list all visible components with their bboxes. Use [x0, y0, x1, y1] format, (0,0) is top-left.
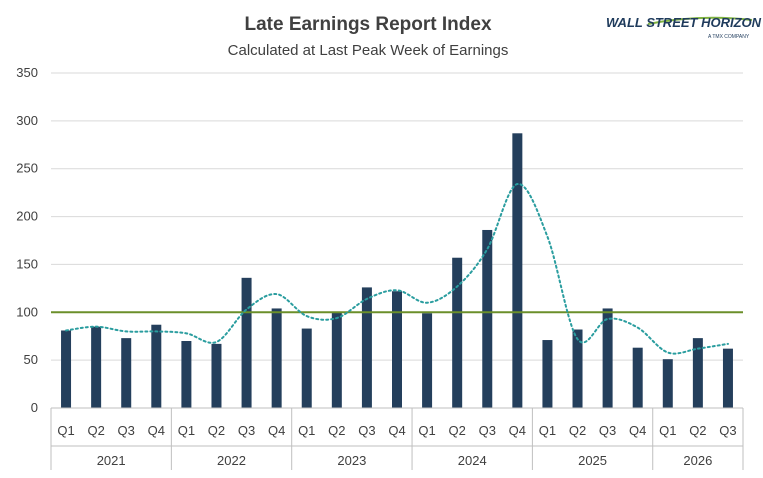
chart-subtitle: Calculated at Last Peak Week of Earnings: [228, 42, 509, 59]
bar: [91, 326, 102, 408]
x-tick-label: Q3: [719, 423, 736, 438]
x-tick-label: Q3: [358, 423, 375, 438]
x-tick-label: Q1: [539, 423, 556, 438]
x-tick-label: Q1: [418, 423, 435, 438]
company-logo: WALL STREET HORIZON A TMX COMPANY: [606, 15, 762, 40]
y-tick-label: 250: [16, 161, 38, 176]
year-label: 2024: [458, 453, 487, 468]
bar: [271, 308, 282, 408]
x-tick-label: Q2: [87, 423, 104, 438]
x-tick-label: Q1: [659, 423, 676, 438]
bar: [542, 340, 553, 408]
x-tick-label: Q4: [148, 423, 165, 438]
year-label: 2026: [683, 453, 712, 468]
year-label: 2021: [97, 453, 126, 468]
x-tick-label: Q2: [328, 423, 345, 438]
bar: [392, 291, 402, 408]
y-tick-label: 50: [24, 352, 38, 367]
bar: [692, 338, 703, 408]
x-tick-label: Q4: [388, 423, 405, 438]
bar: [482, 229, 493, 408]
x-tick-label: Q4: [268, 423, 285, 438]
logo-swoosh: [647, 16, 753, 25]
bar: [331, 312, 342, 408]
year-label: 2025: [578, 453, 607, 468]
x-tick-label: Q2: [569, 423, 586, 438]
x-tick-label: Q1: [57, 423, 74, 438]
chart-title: Late Earnings Report Index: [244, 14, 491, 35]
trend-line-layer: [65, 183, 729, 355]
bar: [211, 343, 222, 408]
x-tick-label: Q1: [178, 423, 195, 438]
bar: [602, 308, 613, 408]
y-tick-label: 0: [31, 400, 38, 415]
bar: [572, 329, 583, 408]
bar: [151, 324, 162, 408]
x-tick-label: Q3: [479, 423, 496, 438]
bar: [121, 338, 132, 408]
logo-sub-text: A TMX COMPANY: [708, 34, 750, 40]
bar: [422, 313, 433, 408]
bar: [512, 133, 523, 409]
x-tick-label: Q2: [689, 423, 706, 438]
x-tick-label: Q2: [208, 423, 225, 438]
bar: [452, 257, 463, 408]
bar: [181, 341, 192, 408]
bar: [301, 328, 312, 408]
trend-line: [65, 183, 729, 355]
y-tick-label: 100: [16, 304, 38, 319]
y-axis-labels: 0 50 100 150 200 250 300 350: [16, 65, 38, 415]
x-tick-label: Q4: [629, 423, 646, 438]
year-label: 2022: [217, 453, 246, 468]
x-tick-label: Q3: [238, 423, 255, 438]
x-tick-label: Q3: [599, 423, 616, 438]
x-tick-label: Q2: [449, 423, 466, 438]
bar: [662, 359, 673, 408]
bar: [722, 348, 733, 408]
year-label: 2023: [337, 453, 366, 468]
bar: [61, 330, 72, 408]
logo-main-text: WALL STREET HORIZON: [606, 15, 762, 30]
bars: [61, 133, 733, 409]
bar: [632, 347, 643, 408]
x-axis: Q1 Q2 Q3 Q4 2021 Q1 Q2 Q3 Q4 2022 Q1 Q2 Q3 Q4 2023 Q1 Q2…: [50, 407, 744, 470]
bar: [361, 287, 372, 408]
x-tick-label: Q1: [298, 423, 315, 438]
bar: [241, 277, 252, 408]
y-tick-label: 200: [16, 209, 38, 224]
y-tick-label: 350: [16, 65, 38, 80]
x-tick-label: Q4: [509, 423, 526, 438]
y-tick-label: 300: [16, 113, 38, 128]
y-tick-label: 150: [16, 256, 38, 271]
x-tick-label: Q3: [118, 423, 135, 438]
